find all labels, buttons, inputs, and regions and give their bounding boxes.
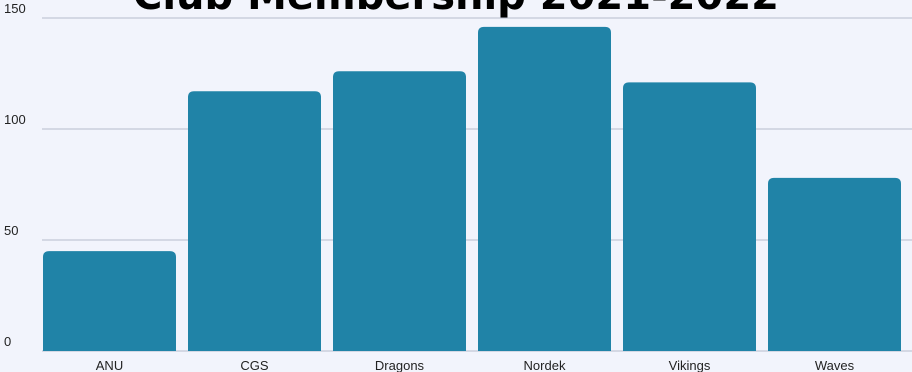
bars xyxy=(43,26,901,351)
gridlines xyxy=(42,17,912,352)
bar-waves xyxy=(768,177,901,351)
x-tick-label: ANU xyxy=(96,358,123,372)
x-axis-labels: ANU CGS Dragons Nordek Vikings Waves xyxy=(96,358,855,372)
y-tick-label: 150 xyxy=(4,1,26,16)
bar-vikings xyxy=(623,82,756,351)
x-tick-label: CGS xyxy=(240,358,269,372)
bar-cgs xyxy=(188,91,321,351)
y-tick-label: 0 xyxy=(4,334,11,349)
x-tick-label: Vikings xyxy=(669,358,711,372)
bar-anu xyxy=(43,251,176,351)
chart-title: Club Membership 2021-2022 xyxy=(0,0,912,19)
y-tick-label: 100 xyxy=(4,112,26,127)
x-tick-label: Dragons xyxy=(375,358,425,372)
bar-dragons xyxy=(333,71,466,351)
x-tick-label: Waves xyxy=(815,358,855,372)
x-tick-label: Nordek xyxy=(524,358,566,372)
y-tick-label: 50 xyxy=(4,223,18,238)
y-axis-ticks: 0 50 100 150 xyxy=(4,1,26,349)
bar-nordek xyxy=(478,26,611,351)
